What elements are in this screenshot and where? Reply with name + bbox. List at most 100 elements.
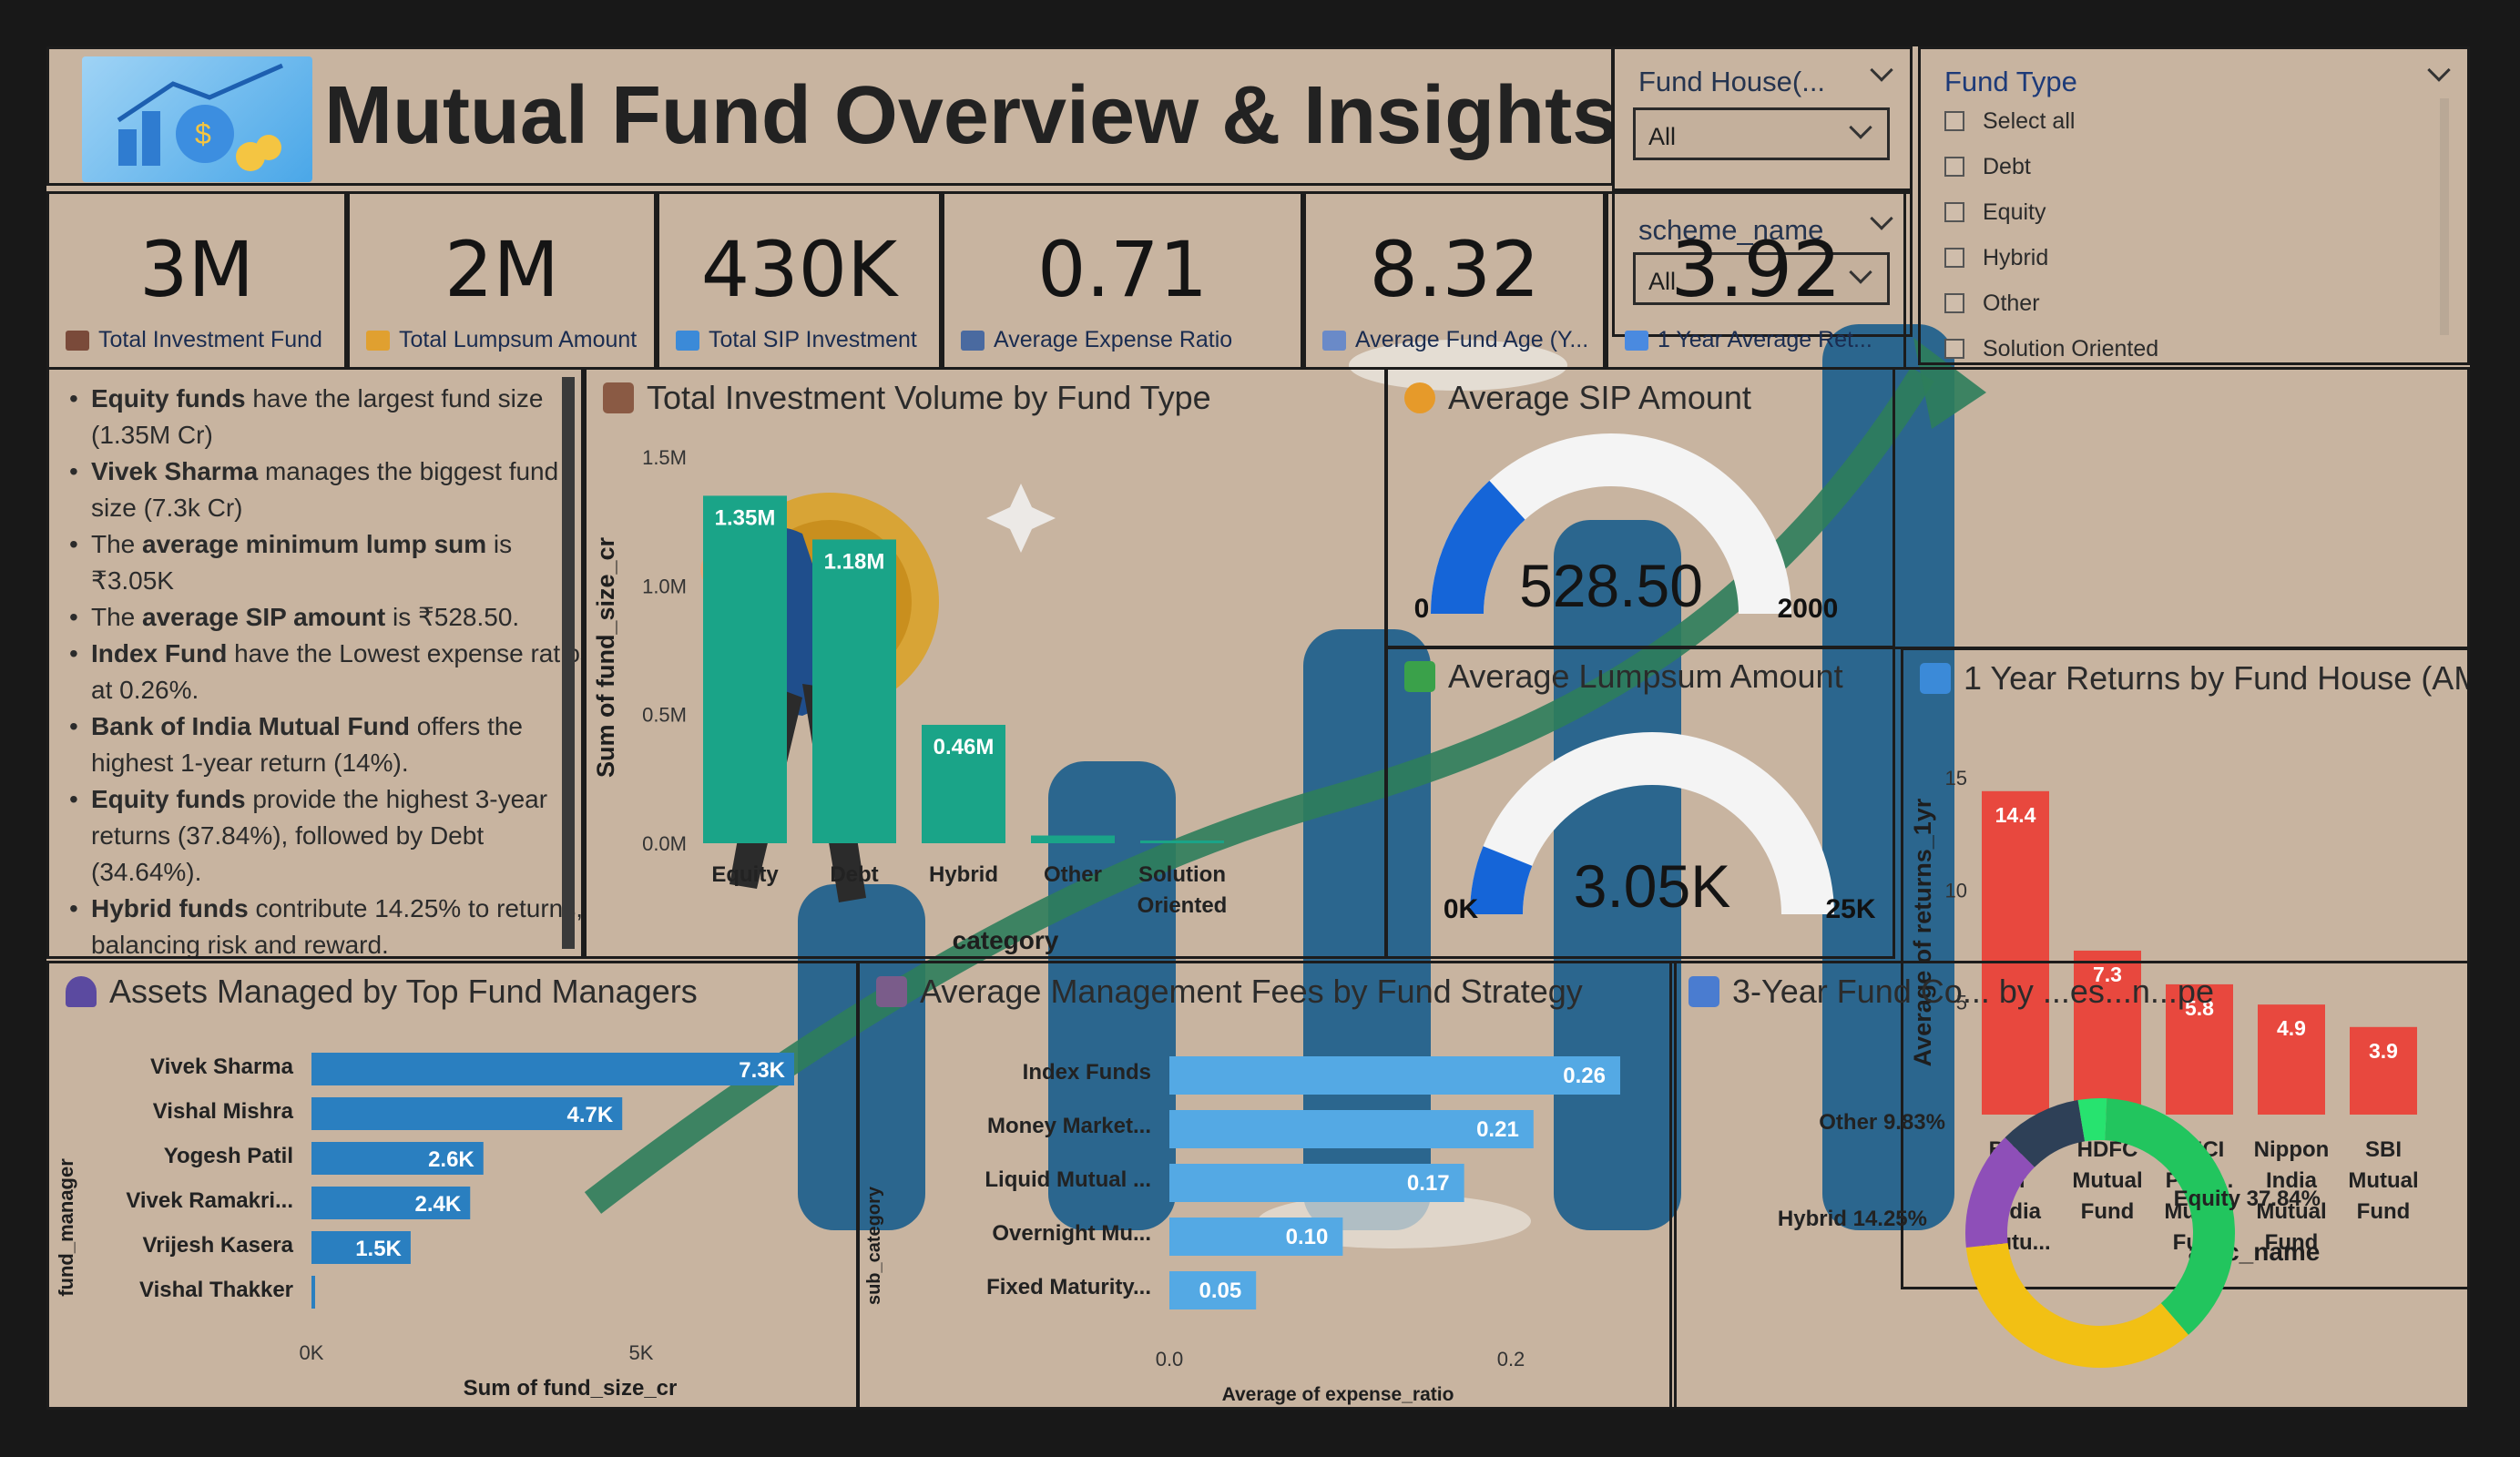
y-tick-label: Vivek Sharma <box>150 1055 294 1079</box>
kpi-card: 8.32 Average Fund Age (Y... <box>1303 191 1606 370</box>
kpi-label: Average Expense Ratio <box>961 327 1293 353</box>
fund-type-option[interactable]: Select all <box>1944 98 2158 144</box>
slicer-scrollbar[interactable] <box>2440 98 2449 335</box>
insights-list: Equity funds have the largest fund size … <box>69 381 583 959</box>
insight-highlight: Vivek Sharma <box>91 457 259 485</box>
y-tick-label: Vishal Thakker <box>139 1278 293 1302</box>
checkbox[interactable] <box>1944 202 1964 222</box>
y-tick-label: Vishal Mishra <box>153 1099 294 1124</box>
x-tick-label: Solution <box>1138 862 1226 887</box>
checkbox[interactable] <box>1944 339 1964 359</box>
gauge-fill <box>1470 846 1533 914</box>
insight-text: provide the highest 3-year returns (37.8… <box>91 785 548 886</box>
fund-type-option[interactable]: Other <box>1944 280 2158 326</box>
investment-volume-title-text: Total Investment Volume by Fund Type <box>647 379 1211 416</box>
kpi-value: 0.71 <box>1036 225 1209 314</box>
y-tick-label: Vivek Ramakri... <box>126 1188 293 1213</box>
data-label: 3.9 <box>2369 1039 2398 1063</box>
bar <box>2166 983 2233 1115</box>
three-year-title-text: 3-Year Fund Co... by ...es...n...pe <box>1732 973 2214 1010</box>
fund-type-option[interactable]: Solution Oriented <box>1944 326 2159 362</box>
x-tick-label: Fund <box>2081 1199 2135 1224</box>
fund-managers-title-text: Assets Managed by Top Fund Managers <box>109 973 698 1010</box>
lumpsum-gauge: 3.05K 0K 25K <box>1444 732 1876 924</box>
insight-text: manages the biggest fund size (7.3k Cr) <box>91 457 559 522</box>
mgmt-fees-panel: Average Management Fees by Fund Strategy… <box>857 961 1677 1410</box>
fund-house-slicer[interactable]: Fund House(... All <box>1612 46 1913 191</box>
y-tick-label: Liquid Mutual ... <box>985 1167 1151 1192</box>
scheme-name-dropdown[interactable]: All <box>1633 252 1890 305</box>
scheme-name-slicer[interactable]: scheme_name All <box>1612 191 1913 337</box>
donut-slice <box>2005 1100 2086 1167</box>
donut-slice <box>2105 1098 2235 1335</box>
y-axis-title: fund_manager <box>55 1158 77 1297</box>
bar <box>1031 835 1115 843</box>
avg-sip-title: Average SIP Amount <box>1404 379 1751 417</box>
investment-volume-chart: Sum of fund_size_cr 0.0M 0.5M 1.0M 1.5M 1.35M… <box>592 446 1227 954</box>
fund-type-option-label: Debt <box>1983 153 2031 179</box>
insight-highlight: Index Fund <box>91 639 228 667</box>
data-label: 0.17 <box>1407 1171 1450 1196</box>
fund-house-dropdown-value: All <box>1648 123 1677 150</box>
y-tick-label: Index Funds <box>1023 1060 1151 1085</box>
fund-type-option-label: Select all <box>1983 107 2076 134</box>
briefcase-icon <box>66 330 89 351</box>
fund-type-option[interactable]: Debt <box>1944 144 2158 189</box>
y-tick-label: 0.0M <box>642 832 687 855</box>
bar <box>1169 1164 1464 1202</box>
insight-item: The average SIP amount is ₹528.50. <box>69 599 581 636</box>
fund-type-option-label: Equity <box>1983 199 2046 225</box>
checkbox[interactable] <box>1944 157 1964 177</box>
trend-icon <box>1625 330 1648 351</box>
bar <box>311 1187 471 1219</box>
y-tick-label: 15 <box>1945 767 1967 790</box>
x-tick-label: 0.0 <box>1156 1348 1184 1370</box>
insight-item: Hybrid funds contribute 14.25% to return… <box>69 891 583 959</box>
refresh-icon <box>1920 663 1951 694</box>
x-tick-label: 0K <box>300 1341 324 1364</box>
data-label: 5.8 <box>2185 996 2214 1020</box>
calendar-icon <box>1689 976 1719 1007</box>
gauge-track <box>1470 732 1834 914</box>
bar-chart-icon <box>961 330 985 351</box>
x-tick-label: SBI <box>2365 1137 2402 1162</box>
chevron-down-icon[interactable] <box>1870 58 1893 82</box>
fund-type-option[interactable]: Hybrid <box>1944 235 2158 280</box>
gauge-min-label: 0 <box>1414 594 1430 624</box>
cash-icon <box>1404 661 1435 692</box>
data-label: 0.46M <box>934 735 995 759</box>
checkbox[interactable] <box>1944 293 1964 313</box>
fund-managers-panel: Assets Managed by Top Fund Managers fund… <box>46 961 859 1410</box>
fund-type-slicer[interactable]: Fund Type Select all Debt Equity Hybrid Othe… <box>1918 46 2470 365</box>
fund-type-option[interactable]: Equity <box>1944 189 2158 235</box>
avg-lumpsum-title: Average Lumpsum Amount <box>1404 657 1843 696</box>
sip-gauge: 528.50 0 2000 <box>1414 433 1838 624</box>
y-tick-label: Overnight Mu... <box>992 1221 1151 1246</box>
checkbox[interactable] <box>1944 248 1964 268</box>
x-tick-label: Debt <box>830 862 878 887</box>
chevron-down-icon[interactable] <box>2427 58 2451 82</box>
x-tick-label: Fund <box>2357 1199 2411 1224</box>
insight-highlight: average SIP amount <box>142 603 386 631</box>
insights-scrollbar[interactable] <box>562 377 575 949</box>
bar <box>812 539 896 843</box>
fund-house-dropdown[interactable]: All <box>1633 107 1890 160</box>
checkbox[interactable] <box>1944 111 1964 131</box>
data-label: 1.18M <box>824 549 885 574</box>
gauge-fill <box>1431 480 1525 614</box>
insight-text: contribute 14.25% to returns, balancing … <box>91 894 583 959</box>
insight-item: Equity funds provide the highest 3-year … <box>69 781 581 891</box>
money-illustration-icon: $ <box>82 56 312 182</box>
donut-slice <box>2077 1098 2107 1142</box>
kpi-label-text: Total SIP Investment <box>709 327 917 352</box>
fund-managers-title: Assets Managed by Top Fund Managers <box>66 973 698 1011</box>
three-year-title: 3-Year Fund Co... by ...es...n...pe <box>1689 973 2214 1011</box>
kpi-card: 2M Total Lumpsum Amount <box>347 191 657 370</box>
insight-highlight: Equity funds <box>91 785 246 813</box>
y-tick-label: Fixed Maturity... <box>986 1275 1151 1299</box>
kpi-label: Average Fund Age (Y... <box>1322 327 1596 353</box>
fund-type-option-label: Solution Oriented <box>1983 335 2159 362</box>
donut-slice <box>1965 1137 2035 1248</box>
data-label: 0.10 <box>1286 1225 1329 1249</box>
kpi-label: 1 Year Average Ret... <box>1625 327 1896 353</box>
